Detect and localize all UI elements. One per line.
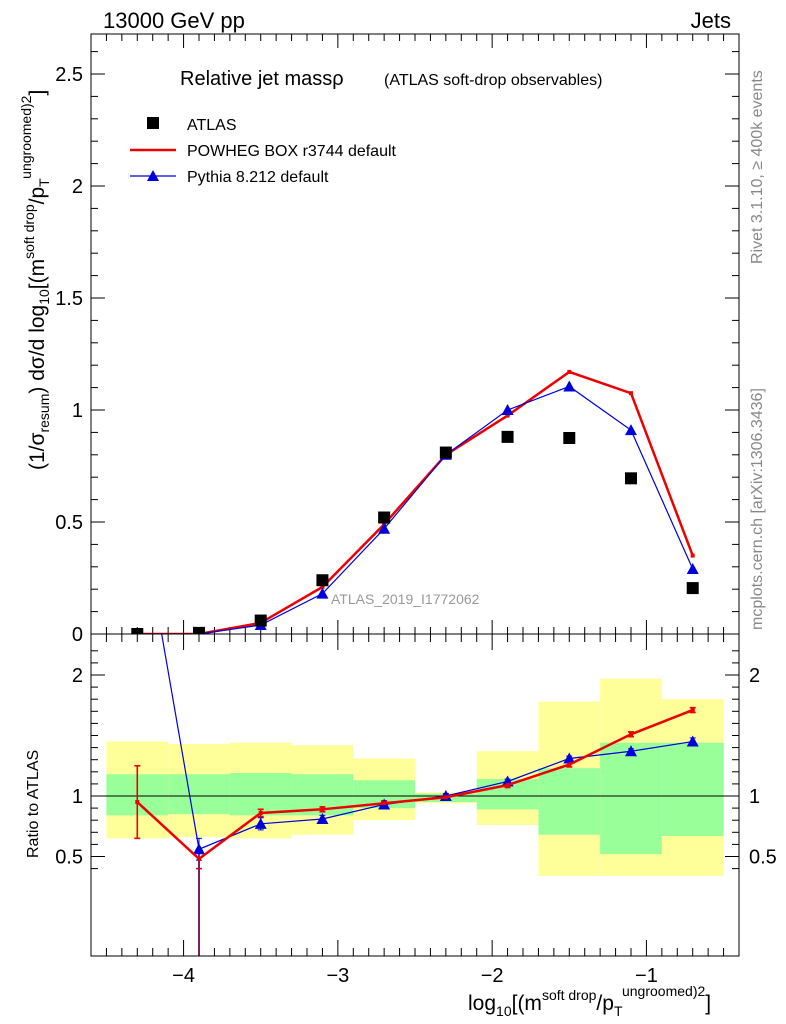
pythia-ratio-point [254, 817, 267, 829]
ratio-panel: 0.5 0.5 1 1 2 2 −4 −3 −2 −1 Ratio to ATLAS log10[… [25, 488, 777, 1019]
header-jets: Jets [691, 8, 731, 33]
uncertainty-band-inner [661, 742, 724, 836]
atlas-point [378, 511, 391, 524]
top-ytick-label: 0.5 [55, 512, 83, 534]
watermark: ATLAS_2019_I1772062 [331, 591, 480, 607]
powheg-point [690, 553, 695, 558]
atlas-point [316, 574, 329, 587]
ratio-xtick-label: −1 [635, 965, 658, 987]
pythia-point [316, 587, 329, 599]
legend-atlas-marker [147, 117, 159, 129]
ratio-xtick-label: −2 [481, 965, 504, 987]
ratio-frame [90, 633, 740, 957]
atlas-point [193, 626, 205, 634]
powheg-point [629, 391, 633, 396]
powheg-ratio-point [382, 801, 387, 806]
top-axis-ticks [91, 34, 739, 635]
ratio-ytick-label-right: 0.5 [749, 847, 777, 869]
pythia-point [625, 424, 637, 436]
plot-subtitle: (ATLAS soft-drop observables) [384, 72, 602, 89]
ratio-y-axis-label: Ratio to ATLAS [25, 750, 42, 858]
powheg-ratio-point [690, 708, 695, 713]
pythia-point [686, 563, 699, 575]
top-ytick-label: 2.5 [55, 64, 83, 86]
top-ytick-label: 1 [72, 400, 83, 422]
pythia-ratio-point [131, 488, 143, 499]
legend-pythia-label: Pythia 8.212 default [187, 169, 329, 186]
pythia-point [378, 522, 391, 534]
uncertainty-band-inner [600, 742, 662, 855]
pythia-point [501, 404, 514, 415]
legend-powheg-label: POWHEG BOX r3744 default [187, 143, 397, 160]
uncertainty-band-inner [168, 774, 230, 815]
powheg-point [320, 584, 325, 589]
top-ytick-label: 0 [72, 624, 83, 646]
x-axis-label: log10[(msoft drop/pTungroomed)2] [468, 983, 711, 1019]
powheg-line [137, 370, 694, 634]
pythia-ratio-point [316, 812, 329, 824]
atlas-point [563, 432, 576, 444]
ratio-xtick-label: −4 [172, 965, 195, 987]
powheg-point [505, 413, 510, 418]
powheg-ratio-point [258, 810, 263, 815]
powheg-ratio-point [505, 783, 510, 788]
ratio-ytick-label-left: 0.5 [55, 847, 83, 869]
atlas-point [254, 614, 267, 627]
pythia-ratio-point [193, 843, 205, 855]
atlas-point [625, 472, 637, 485]
top-ytick-label: 2 [72, 176, 83, 198]
pythia-ratio-point [686, 735, 699, 747]
atlas-point [501, 430, 514, 443]
pythia-line [137, 385, 694, 634]
ratio-axis-ticks [91, 634, 739, 956]
powheg-ratio-point [629, 732, 633, 737]
atlas-point [131, 628, 144, 634]
ratio-ytick-label-right: 2 [749, 665, 760, 687]
uncertainty-band-inner [538, 768, 601, 835]
powheg-ratio-line [136, 708, 694, 861]
ratio-ytick-label-left: 2 [72, 665, 83, 687]
atlas-point [686, 582, 699, 595]
legend-pythia-marker [147, 170, 159, 181]
main-panel: ATLAS_2019_I1772062 0 0.5 1 1.5 2 2.5 Relativ… [18, 33, 740, 646]
uncertainty-band-inner [229, 773, 292, 816]
header-energy: 13000 GeV pp [103, 8, 245, 33]
main-y-axis-label: (1/σresum) dσ/d log10[(msoft drop/pTungr… [18, 90, 52, 470]
top-ytick-label: 1.5 [55, 288, 83, 310]
ratio-xtick-label: −3 [326, 965, 349, 987]
powheg-ratio-point [443, 795, 448, 800]
powheg-ratio-point [135, 800, 140, 805]
ratio-ytick-label-left: 1 [72, 786, 83, 808]
powheg-ratio-point [197, 856, 201, 861]
powheg-ratio-point [567, 762, 572, 767]
powheg-ratio-point [320, 807, 325, 812]
atlas-point [439, 446, 452, 459]
legend-atlas-label: ATLAS [187, 117, 237, 134]
powheg-point [567, 369, 572, 374]
rivet-label: Rivet 3.1.10, ≥ 400k events [749, 70, 766, 264]
ratio-ytick-label-right: 1 [749, 786, 760, 808]
pythia-ratio-point [625, 745, 637, 757]
plot-title: Relative jet massρ [180, 68, 344, 90]
mcplots-label: mcplots.cern.ch [arXiv:1306.3436] [749, 388, 766, 630]
pythia-ratio-point [563, 752, 576, 764]
legend: ATLAS POWHEG BOX r3744 default Pythia 8.… [130, 117, 397, 186]
pythia-point [563, 380, 576, 392]
